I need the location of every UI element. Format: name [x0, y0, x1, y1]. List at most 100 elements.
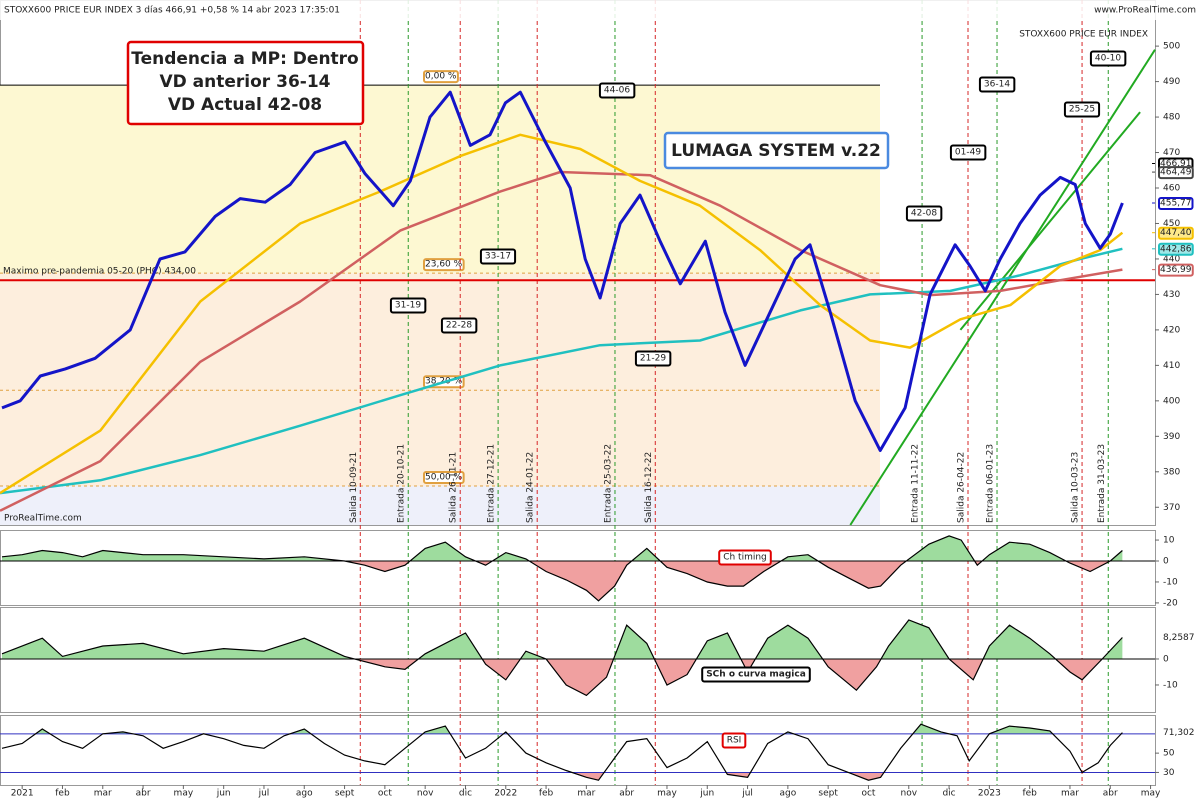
trendline [849, 49, 1156, 526]
negative-fill [354, 658, 1103, 696]
negative-fill [2, 561, 1123, 601]
score-label: 42-08 [911, 209, 937, 219]
score-label-box [1063, 101, 1101, 118]
y-tick-label: -10 [1163, 577, 1178, 587]
x-tick-label: feb [1022, 789, 1037, 799]
indicator-line [1, 723, 1123, 781]
x-tick-label: may [1141, 789, 1161, 799]
price-flag: 455,77 [1160, 199, 1192, 209]
indicator-line [1, 535, 1123, 602]
score-label-box [389, 297, 427, 314]
fib-zone [0, 485, 880, 525]
score-label-box [978, 76, 1016, 93]
indicator-title-box [718, 549, 772, 566]
signal-label: Salida 16-12-22 [644, 452, 654, 523]
x-tick-label: 2021 [11, 789, 34, 799]
price-line [1, 90, 1124, 452]
signal-label: Entrada 11-11-22 [911, 444, 921, 523]
info-line: VD Actual 42-08 [168, 95, 322, 115]
signal-label: Entrada 20-10-21 [397, 444, 407, 523]
score-label: 25-25 [1069, 105, 1095, 115]
score-label: 40-10 [1095, 54, 1121, 64]
x-tick-label: jul [741, 789, 753, 799]
y-tick-label: 470 [1163, 148, 1180, 158]
y-tick-label: 30 [1163, 768, 1175, 778]
y-tick-label: 490 [1163, 77, 1180, 87]
x-tick-label: nov [417, 789, 434, 799]
price-flag-box [1158, 226, 1194, 240]
y-tick-label: 380 [1163, 467, 1180, 477]
signal-label: Entrada 31-03-23 [1097, 444, 1107, 523]
score-label-box [1089, 50, 1127, 67]
x-tick-label: 2023 [978, 789, 1001, 799]
moving-average [0, 170, 1123, 512]
y-tick-label: 430 [1163, 290, 1180, 300]
score-label-box [905, 205, 943, 222]
y-tick-label: 420 [1163, 325, 1180, 335]
indicator-title-box [721, 732, 747, 749]
x-tick-label: oct [861, 789, 875, 799]
signal-label: Salida 26-04-22 [957, 452, 967, 523]
system-box [663, 131, 890, 170]
y-tick-label: 370 [1163, 503, 1180, 513]
trendline [959, 111, 1141, 331]
score-label: 44-06 [604, 86, 630, 96]
x-tick-label: jul [258, 789, 270, 799]
x-tick-label: jun [216, 789, 231, 799]
panel-frame [0, 530, 1156, 606]
x-tick-label: abr [1103, 789, 1118, 799]
positive-fill [2, 535, 1123, 562]
fib-label-box [423, 258, 465, 272]
panel-frame [0, 607, 1156, 713]
fib-label: 23,60 % [425, 260, 463, 270]
indicator-title: Ch timing [723, 553, 767, 563]
header-bar [0, 0, 1200, 20]
y-tick-label: 460 [1163, 184, 1180, 194]
score-label-box [634, 350, 672, 367]
score-label: 33-17 [485, 252, 511, 262]
x-tick-label: sept [335, 789, 355, 799]
rsi-oversold-fill [571, 772, 884, 781]
x-tick-label: jun [699, 789, 714, 799]
moving-average [0, 247, 1123, 495]
signal-label: Salida 10-03-23 [1071, 452, 1081, 523]
price-flag: 436,99 [1160, 265, 1192, 275]
x-tick-label: mar [94, 789, 112, 799]
system-label: LUMAGA SYSTEM v.22 [671, 141, 881, 161]
x-tick-label: 2022 [494, 789, 517, 799]
y-tick-label: 50 [1163, 749, 1175, 759]
score-label: 22-28 [446, 321, 472, 331]
header-site: www.ProRealTime.com [1094, 6, 1196, 16]
score-label: 36-14 [984, 80, 1010, 90]
info-line: VD anterior 36-14 [160, 72, 331, 92]
indicator-line [1, 619, 1123, 697]
y-tick-label: 400 [1163, 396, 1180, 406]
x-tick-label: mar [1061, 789, 1079, 799]
price-flag: 447,40 [1160, 228, 1192, 238]
watermark: STOXX600 PRICE EUR INDEX [1019, 30, 1148, 40]
signal-label: Entrada 25-03-22 [603, 444, 613, 523]
panel-frame [0, 715, 1156, 786]
score-label: 21-29 [640, 354, 666, 364]
x-tick-label: dic [459, 789, 472, 799]
x-tick-label: ago [296, 789, 313, 799]
price-flag: 442,86 [1160, 244, 1192, 254]
y-tick-label: 410 [1163, 361, 1180, 371]
signal-label: Salida 26-11-21 [449, 452, 459, 523]
price-flag-box [1158, 197, 1194, 211]
x-tick-label: nov [900, 789, 917, 799]
credit: ProRealTime.com [4, 514, 82, 524]
x-tick-label: ago [779, 789, 796, 799]
positive-fill [2, 620, 1123, 659]
y-tick-label: 0 [1163, 654, 1169, 664]
score-label-box [440, 317, 478, 334]
y-tick-label: 440 [1163, 254, 1180, 264]
rsi-overbought-fill [35, 724, 1123, 734]
value-flag: 71,302 [1163, 728, 1195, 738]
price-flag-box [1158, 263, 1194, 277]
x-tick-label: dic [942, 789, 955, 799]
indicator-title: RSI [727, 736, 742, 746]
info-line: Tendencia a MP: Dentro [131, 49, 358, 69]
y-tick-label: 0 [1163, 557, 1169, 567]
